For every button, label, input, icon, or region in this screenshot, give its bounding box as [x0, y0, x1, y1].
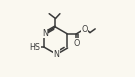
Text: O: O: [81, 25, 88, 33]
Text: HS: HS: [29, 43, 40, 52]
Text: N: N: [53, 50, 59, 59]
Text: N: N: [42, 29, 48, 38]
Text: O: O: [73, 39, 80, 48]
